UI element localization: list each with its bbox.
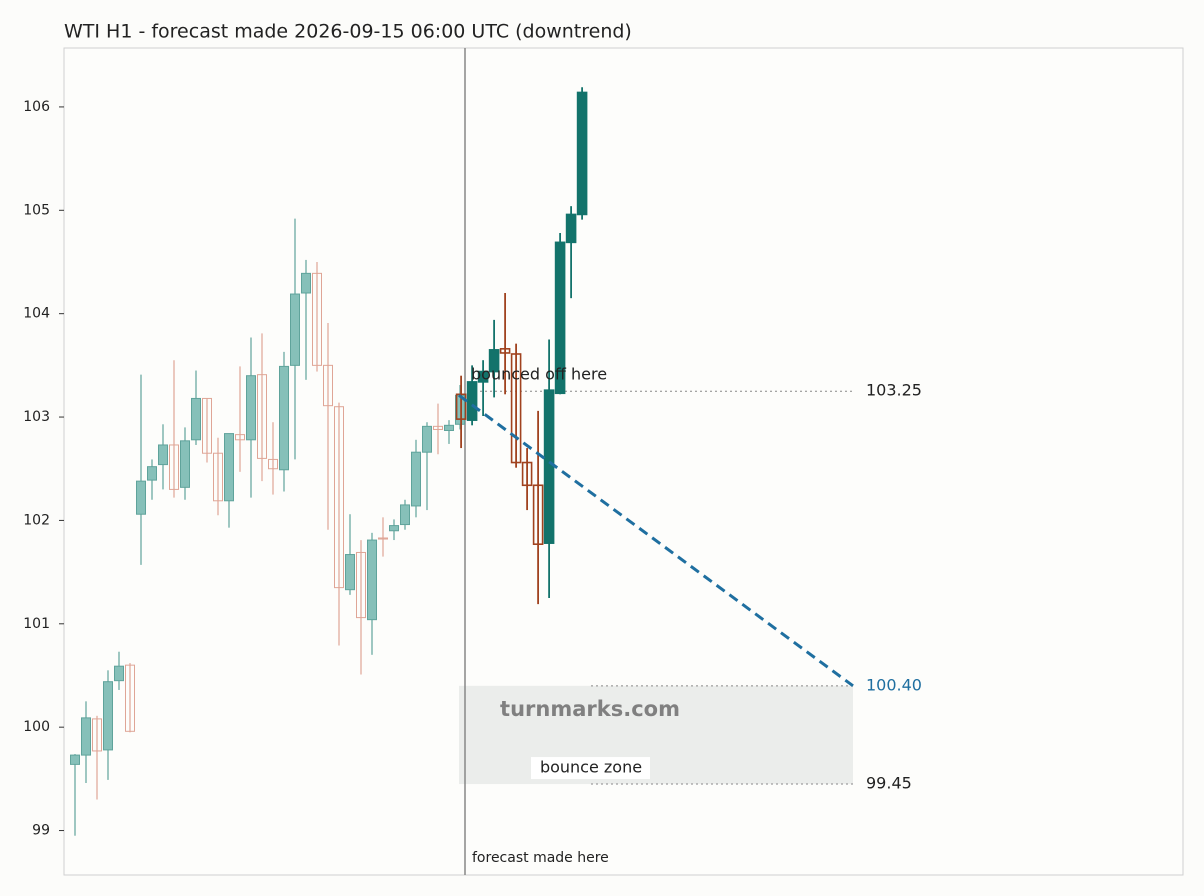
candle-body (433, 425, 443, 430)
candle-body (444, 424, 454, 431)
candle-body (81, 717, 91, 756)
candle-body (411, 451, 421, 507)
trend-line (458, 394, 854, 688)
candle-body (279, 365, 289, 471)
y-tick-label: 100 (23, 719, 50, 735)
zone-label: bounce zone (540, 758, 642, 777)
candle-body (224, 433, 234, 502)
candle-body (92, 718, 102, 752)
y-tick-label: 103 (23, 409, 50, 425)
candle-body (312, 272, 322, 366)
candle-body (543, 389, 555, 544)
candle-body (213, 452, 223, 502)
candle-body (400, 504, 410, 526)
candle-body (323, 364, 333, 407)
candle-body (422, 425, 432, 453)
candle-body (345, 554, 355, 591)
bounce-label: bounced off here (471, 365, 607, 384)
candle-body (268, 458, 278, 470)
chart-title: WTI H1 - forecast made 2026-09-15 06:00 … (64, 21, 632, 43)
candle-body (202, 397, 212, 454)
candle-body (169, 444, 179, 490)
candle-body (532, 484, 544, 545)
candle-body (334, 406, 344, 589)
candle-body (367, 539, 377, 621)
candle-body (125, 664, 135, 732)
candle-body (510, 353, 522, 464)
bounce-zone (459, 685, 853, 785)
candle-body (147, 466, 157, 481)
level-label: 103.25 (866, 381, 922, 400)
y-tick-label: 105 (23, 202, 50, 218)
y-tick-label: 99 (32, 823, 50, 839)
y-tick-label: 106 (23, 99, 50, 115)
candle-body (114, 665, 124, 682)
zone-label-bg (531, 757, 650, 780)
candle-body (356, 551, 366, 619)
candle-body (290, 293, 300, 366)
candle-body (70, 754, 80, 765)
watermark: turnmarks.com (500, 697, 680, 721)
y-tick-label: 102 (23, 512, 50, 528)
candle-body (554, 241, 566, 395)
candle-body (378, 537, 388, 540)
level-label: 99.45 (866, 774, 912, 793)
candle-body (389, 525, 399, 532)
candle-body (488, 349, 500, 373)
candle-body (466, 381, 478, 421)
level-label: 100.40 (866, 675, 922, 694)
candle-body (455, 393, 467, 420)
candle-body (136, 480, 146, 515)
candle-body (301, 272, 311, 294)
forecast-label: forecast made here (472, 850, 609, 866)
candle-body (246, 375, 256, 441)
candle-body (565, 213, 577, 244)
y-tick-label: 104 (23, 306, 50, 322)
candle-body (576, 91, 588, 216)
y-tick-label: 101 (23, 616, 50, 632)
candle-body (499, 348, 511, 354)
candle-body (180, 440, 190, 488)
candle-body (158, 444, 168, 466)
candle-body (257, 374, 267, 459)
candle-body (191, 397, 201, 441)
candle-body (103, 681, 113, 751)
candle-body (521, 461, 533, 487)
candle-body (235, 434, 245, 441)
candle-body (477, 370, 489, 383)
